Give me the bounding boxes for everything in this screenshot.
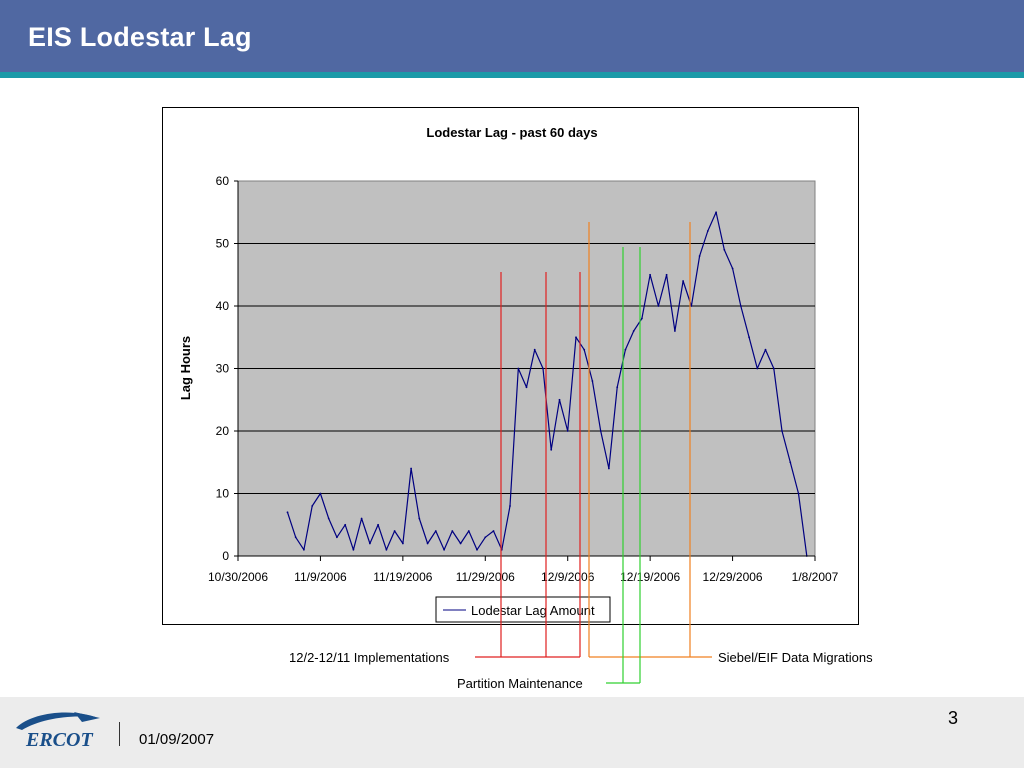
data-point [632,330,635,332]
data-point [476,548,478,551]
data-point [327,517,330,520]
x-tick-label: 1/8/2007 [792,570,839,584]
y-tick-label: 0 [222,549,229,563]
data-point [500,548,503,551]
data-point [344,523,347,526]
data-point [484,536,487,539]
data-point [698,255,701,257]
data-point [674,330,676,332]
data-point [336,536,338,539]
data-point [772,367,775,370]
y-tick-label: 10 [216,487,230,501]
data-point [418,517,421,520]
migrations-annotation: Siebel/EIF Data Migrations [718,650,873,665]
y-tick-label: 50 [216,237,230,251]
x-tick-label: 12/19/2006 [620,570,680,584]
data-point [385,548,388,551]
data-point [682,280,684,282]
data-point [616,386,619,389]
footer-divider [119,722,120,746]
data-point [550,448,553,451]
footer-date: 01/09/2007 [139,731,215,748]
data-point [665,273,668,276]
data-point [756,367,759,370]
data-point [360,517,363,520]
data-point [369,542,371,545]
legend: Lodestar Lag Amount [435,596,611,623]
data-point [558,398,561,401]
data-point [566,430,569,432]
y-tick-label: 20 [216,424,230,438]
lodestar-lag-chart: 0 10 20 30 40 50 60 10/30/2006 11/9/2006 11/19/20… [178,125,839,623]
x-tick-label: 10/30/2006 [208,570,268,584]
data-point [649,273,651,276]
y-tick-label: 60 [216,174,230,188]
data-point [459,542,462,545]
x-tick-label: 12/9/2006 [541,570,595,584]
data-point [443,548,445,551]
data-point [303,548,305,551]
data-point [599,430,602,432]
page-number: 3 [948,708,959,728]
data-point [377,523,379,526]
data-point [706,230,709,232]
data-point [739,305,742,307]
y-axis-label: Lag Hours [178,336,193,400]
data-point [492,530,495,532]
data-point [509,505,511,507]
chart-frame: 0 10 20 30 40 50 60 10/30/2006 11/9/2006 11/19/20… [162,107,859,625]
data-point [393,530,396,532]
data-point [624,348,627,351]
partition-annotation: Partition Maintenance [457,676,583,691]
ercot-logo: ERCOT [12,706,102,752]
x-tick-label: 11/19/2006 [373,570,432,584]
data-point [286,511,289,514]
data-point [319,492,322,495]
data-point [467,530,470,532]
data-point [764,348,767,351]
data-point [294,536,297,539]
data-point [715,211,717,214]
slide-title: EIS Lodestar Lag [28,22,252,52]
data-point [352,548,355,551]
data-point [789,461,792,464]
data-point [434,530,437,532]
x-tick-label: 12/29/2006 [703,570,763,584]
data-point [797,492,800,495]
data-point [641,317,643,320]
data-point [311,505,314,507]
data-point [542,367,544,370]
slide-header [0,0,1024,72]
y-tick-label: 40 [216,299,230,313]
implementations-annotation: 12/2-12/11 Implementations [289,650,450,665]
logo-text: ERCOT [25,729,93,751]
data-point [451,530,454,532]
data-point [591,380,594,382]
data-point [583,348,586,351]
x-tick-label: 11/9/2006 [294,570,347,584]
slide-footer [0,697,1024,768]
data-point [525,386,528,389]
chart-title: Lodestar Lag - past 60 days [426,125,597,140]
legend-label: Lodestar Lag Amount [471,603,595,618]
data-point [608,467,610,470]
x-tick-label: 11/29/2006 [456,570,515,584]
data-point [657,305,660,307]
data-point [533,348,536,351]
data-point [517,367,520,370]
y-tick-label: 30 [216,362,230,376]
data-point [723,248,726,251]
data-point [410,467,412,470]
data-point [426,542,429,545]
series-line-lodestar-lag [286,211,808,557]
data-point [690,305,693,307]
data-point [748,336,750,339]
header-accent-stripe [0,72,1024,78]
data-point [781,430,783,432]
data-point [731,267,734,270]
data-point [402,542,404,545]
data-point [575,336,577,339]
